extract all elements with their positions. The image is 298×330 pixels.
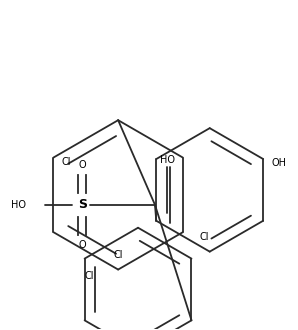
Text: OH: OH [271,158,286,168]
Text: Cl: Cl [85,271,94,280]
Text: S: S [78,198,87,211]
Text: Cl: Cl [61,156,71,167]
Text: O: O [78,240,86,250]
Text: Cl: Cl [200,232,209,242]
Text: Cl: Cl [114,249,123,260]
Text: HO: HO [10,200,26,210]
Text: O: O [78,160,86,170]
Text: HO: HO [160,154,175,165]
